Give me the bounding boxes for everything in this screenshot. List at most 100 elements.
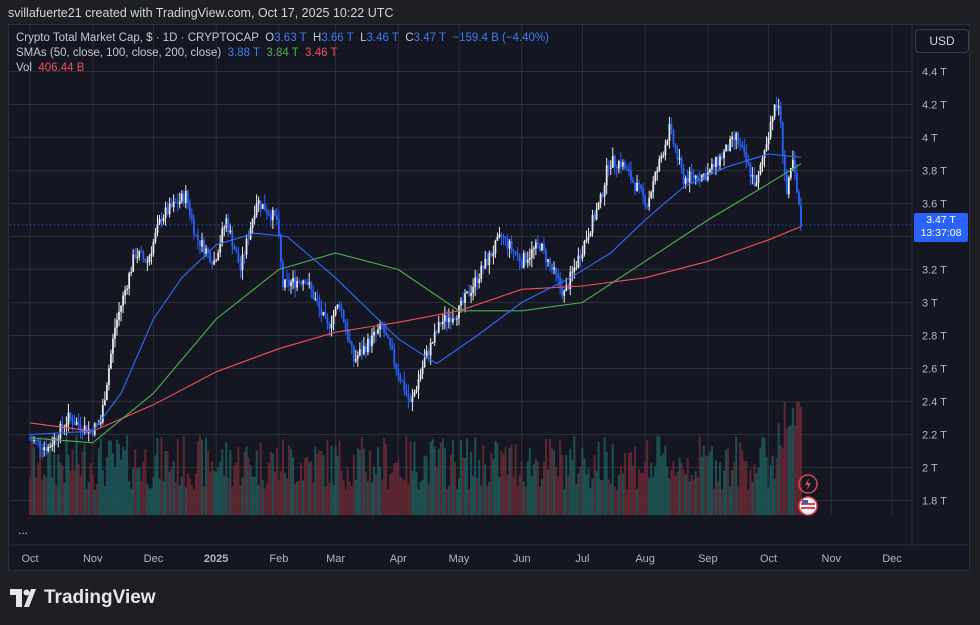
candle-body — [795, 173, 798, 193]
candle-body — [678, 158, 681, 160]
candle-body — [379, 324, 381, 330]
volume-bar — [684, 474, 687, 515]
candle-body — [67, 412, 70, 425]
volume-row: Vol 406.44 B — [16, 61, 549, 76]
volume-bar — [407, 483, 410, 515]
tradingview-logo[interactable]: TradingView — [10, 587, 156, 609]
volume-bar — [53, 454, 56, 515]
candle-body — [498, 234, 501, 238]
volume-bar — [787, 426, 790, 515]
candle-body — [130, 271, 133, 274]
volume-bar — [101, 470, 104, 515]
x-tick-label: Dec — [144, 553, 164, 565]
candle-body — [31, 439, 33, 442]
candle-body — [545, 249, 547, 262]
volume-bar — [571, 460, 574, 515]
volume-bar — [542, 461, 545, 515]
candle-body — [358, 349, 361, 356]
candle-body — [561, 286, 564, 296]
candle-body — [798, 192, 800, 205]
volume-bar — [330, 445, 333, 515]
candle-body — [251, 219, 254, 229]
sma100-line — [29, 163, 802, 444]
volume-bar — [771, 455, 774, 515]
candle-body — [458, 305, 460, 319]
volume-bar — [318, 450, 321, 515]
volume-bar — [634, 446, 637, 515]
candle-body — [800, 204, 802, 227]
time-axis[interactable]: Oct Nov Dec 2025 Feb Mar Apr May Jun Jul Aug Sep Oct… — [21, 553, 902, 565]
price-axis[interactable]: 4.4 T4.2 T4 T3.8 T3.6 T3.4 T3.2 T3 T2.8 … — [922, 67, 947, 508]
candle-body — [59, 423, 62, 439]
us-flag-icon[interactable] — [796, 494, 820, 518]
volume-bar — [245, 446, 248, 515]
volume-bar — [180, 476, 183, 515]
candle-body — [273, 210, 276, 216]
volume-bar — [419, 481, 422, 515]
volume-bar — [360, 436, 363, 515]
volume-bar — [370, 482, 373, 515]
volume-bar — [168, 471, 171, 515]
candle-body — [375, 331, 377, 334]
candle-body — [105, 385, 108, 401]
volume-bar — [79, 475, 82, 515]
volume-bar — [188, 478, 191, 515]
y-tick-label: 2.6 T — [922, 364, 947, 376]
volume-bar — [87, 481, 90, 515]
volume-bar — [518, 474, 521, 515]
volume-label[interactable]: Vol — [16, 62, 32, 74]
y-tick-label: 3.2 T — [922, 265, 947, 277]
candle-body — [731, 136, 734, 140]
candle-body — [399, 374, 402, 381]
candle-body — [233, 246, 236, 250]
candle-body — [621, 162, 624, 167]
grid-lines — [10, 25, 970, 546]
candle-body — [646, 206, 649, 208]
candle-body — [195, 234, 197, 236]
currency-button[interactable]: USD — [915, 29, 969, 53]
symbol-title[interactable]: Crypto Total Market Cap, $ · 1D · CRYPTO… — [16, 32, 259, 44]
candle-body — [688, 171, 691, 183]
candle-body — [168, 203, 171, 215]
volume-bar — [723, 470, 726, 515]
volume-bar — [482, 445, 485, 515]
sma-label[interactable]: SMAs (50, close, 100, close, 200, close) — [16, 47, 222, 59]
x-tick-label: Oct — [760, 553, 777, 565]
candle-body — [419, 374, 422, 380]
volume-bar — [85, 488, 88, 515]
more-indicators-button[interactable]: ... — [18, 523, 29, 537]
y-tick-label: 4 T — [922, 133, 938, 145]
volume-bar — [255, 450, 258, 515]
candle-body — [237, 252, 240, 264]
candle-body — [569, 272, 572, 290]
candle-body — [71, 418, 74, 425]
volume-bar — [237, 446, 240, 515]
sma200-value: 3.46 T — [305, 47, 338, 59]
candle-body — [733, 136, 736, 141]
candle-body — [496, 237, 499, 241]
candle-body — [472, 287, 475, 294]
candle-body — [449, 317, 452, 323]
volume-bar — [793, 424, 796, 515]
candle-body — [362, 346, 365, 354]
candle-body — [53, 437, 56, 446]
volume-bar — [249, 465, 252, 515]
volume-bar — [555, 467, 558, 515]
candle-body — [723, 151, 725, 159]
volume-bar — [544, 438, 547, 515]
volume-bar — [124, 450, 127, 515]
volume-bar — [344, 489, 347, 515]
lightning-icon[interactable] — [796, 472, 820, 496]
candle-body — [114, 327, 116, 339]
candle-body — [474, 277, 477, 288]
candle-body — [156, 224, 159, 233]
volume-bar — [239, 485, 242, 515]
volume-bar — [799, 407, 802, 515]
candle-body — [154, 232, 157, 242]
volume-bar — [476, 478, 479, 515]
candle-body — [729, 139, 732, 152]
volume-bar — [451, 440, 454, 515]
candle-body — [488, 252, 491, 266]
volume-bar — [682, 469, 685, 515]
